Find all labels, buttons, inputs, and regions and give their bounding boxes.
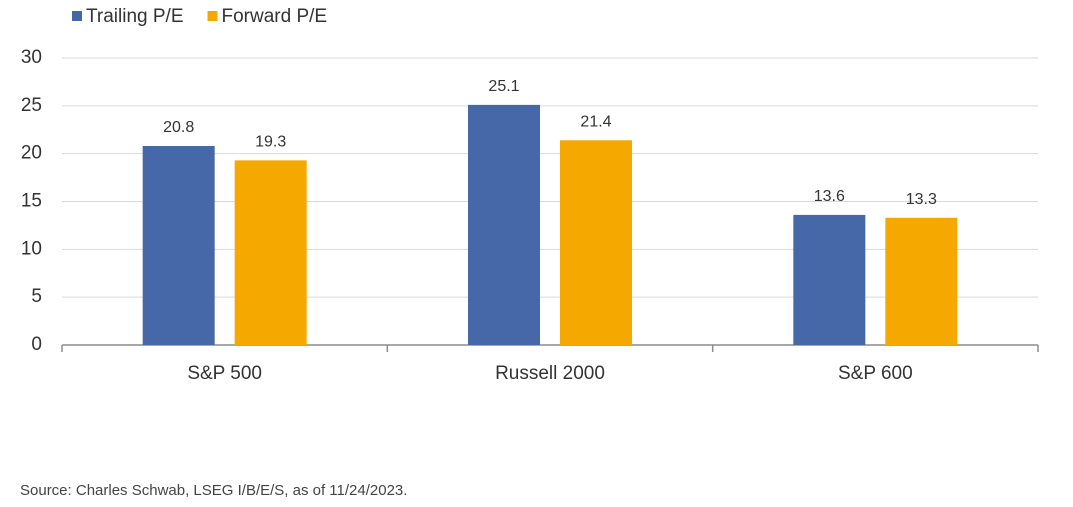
y-tick-label: 10 bbox=[21, 238, 42, 259]
legend-swatch bbox=[207, 11, 218, 21]
bar bbox=[234, 160, 307, 345]
y-tick-label: 20 bbox=[21, 143, 42, 164]
x-tick-label: S&P 600 bbox=[838, 363, 913, 384]
value-label: 20.8 bbox=[163, 119, 194, 136]
value-label: 13.6 bbox=[814, 188, 845, 205]
bar bbox=[885, 217, 958, 345]
legend-label: Trailing P/E bbox=[86, 6, 184, 27]
value-label: 13.3 bbox=[906, 191, 937, 208]
x-tick-label: Russell 2000 bbox=[495, 363, 605, 384]
value-label: 25.1 bbox=[488, 78, 519, 95]
bar bbox=[793, 214, 866, 345]
value-label: 21.4 bbox=[580, 113, 611, 130]
bar bbox=[468, 104, 540, 345]
y-tick-label: 25 bbox=[21, 95, 42, 116]
y-tick-label: 5 bbox=[31, 286, 42, 307]
bar bbox=[142, 146, 215, 345]
legend-swatch bbox=[72, 11, 82, 21]
source-note: Source: Charles Schwab, LSEG I/B/E/S, as… bbox=[20, 482, 407, 499]
y-tick-label: 15 bbox=[21, 191, 42, 212]
x-tick-label: S&P 500 bbox=[187, 363, 262, 384]
bar bbox=[560, 140, 632, 345]
y-tick-label: 30 bbox=[21, 47, 42, 68]
value-label: 19.3 bbox=[255, 134, 286, 151]
y-tick-label: 0 bbox=[31, 334, 42, 355]
legend-label: Forward P/E bbox=[222, 6, 328, 27]
